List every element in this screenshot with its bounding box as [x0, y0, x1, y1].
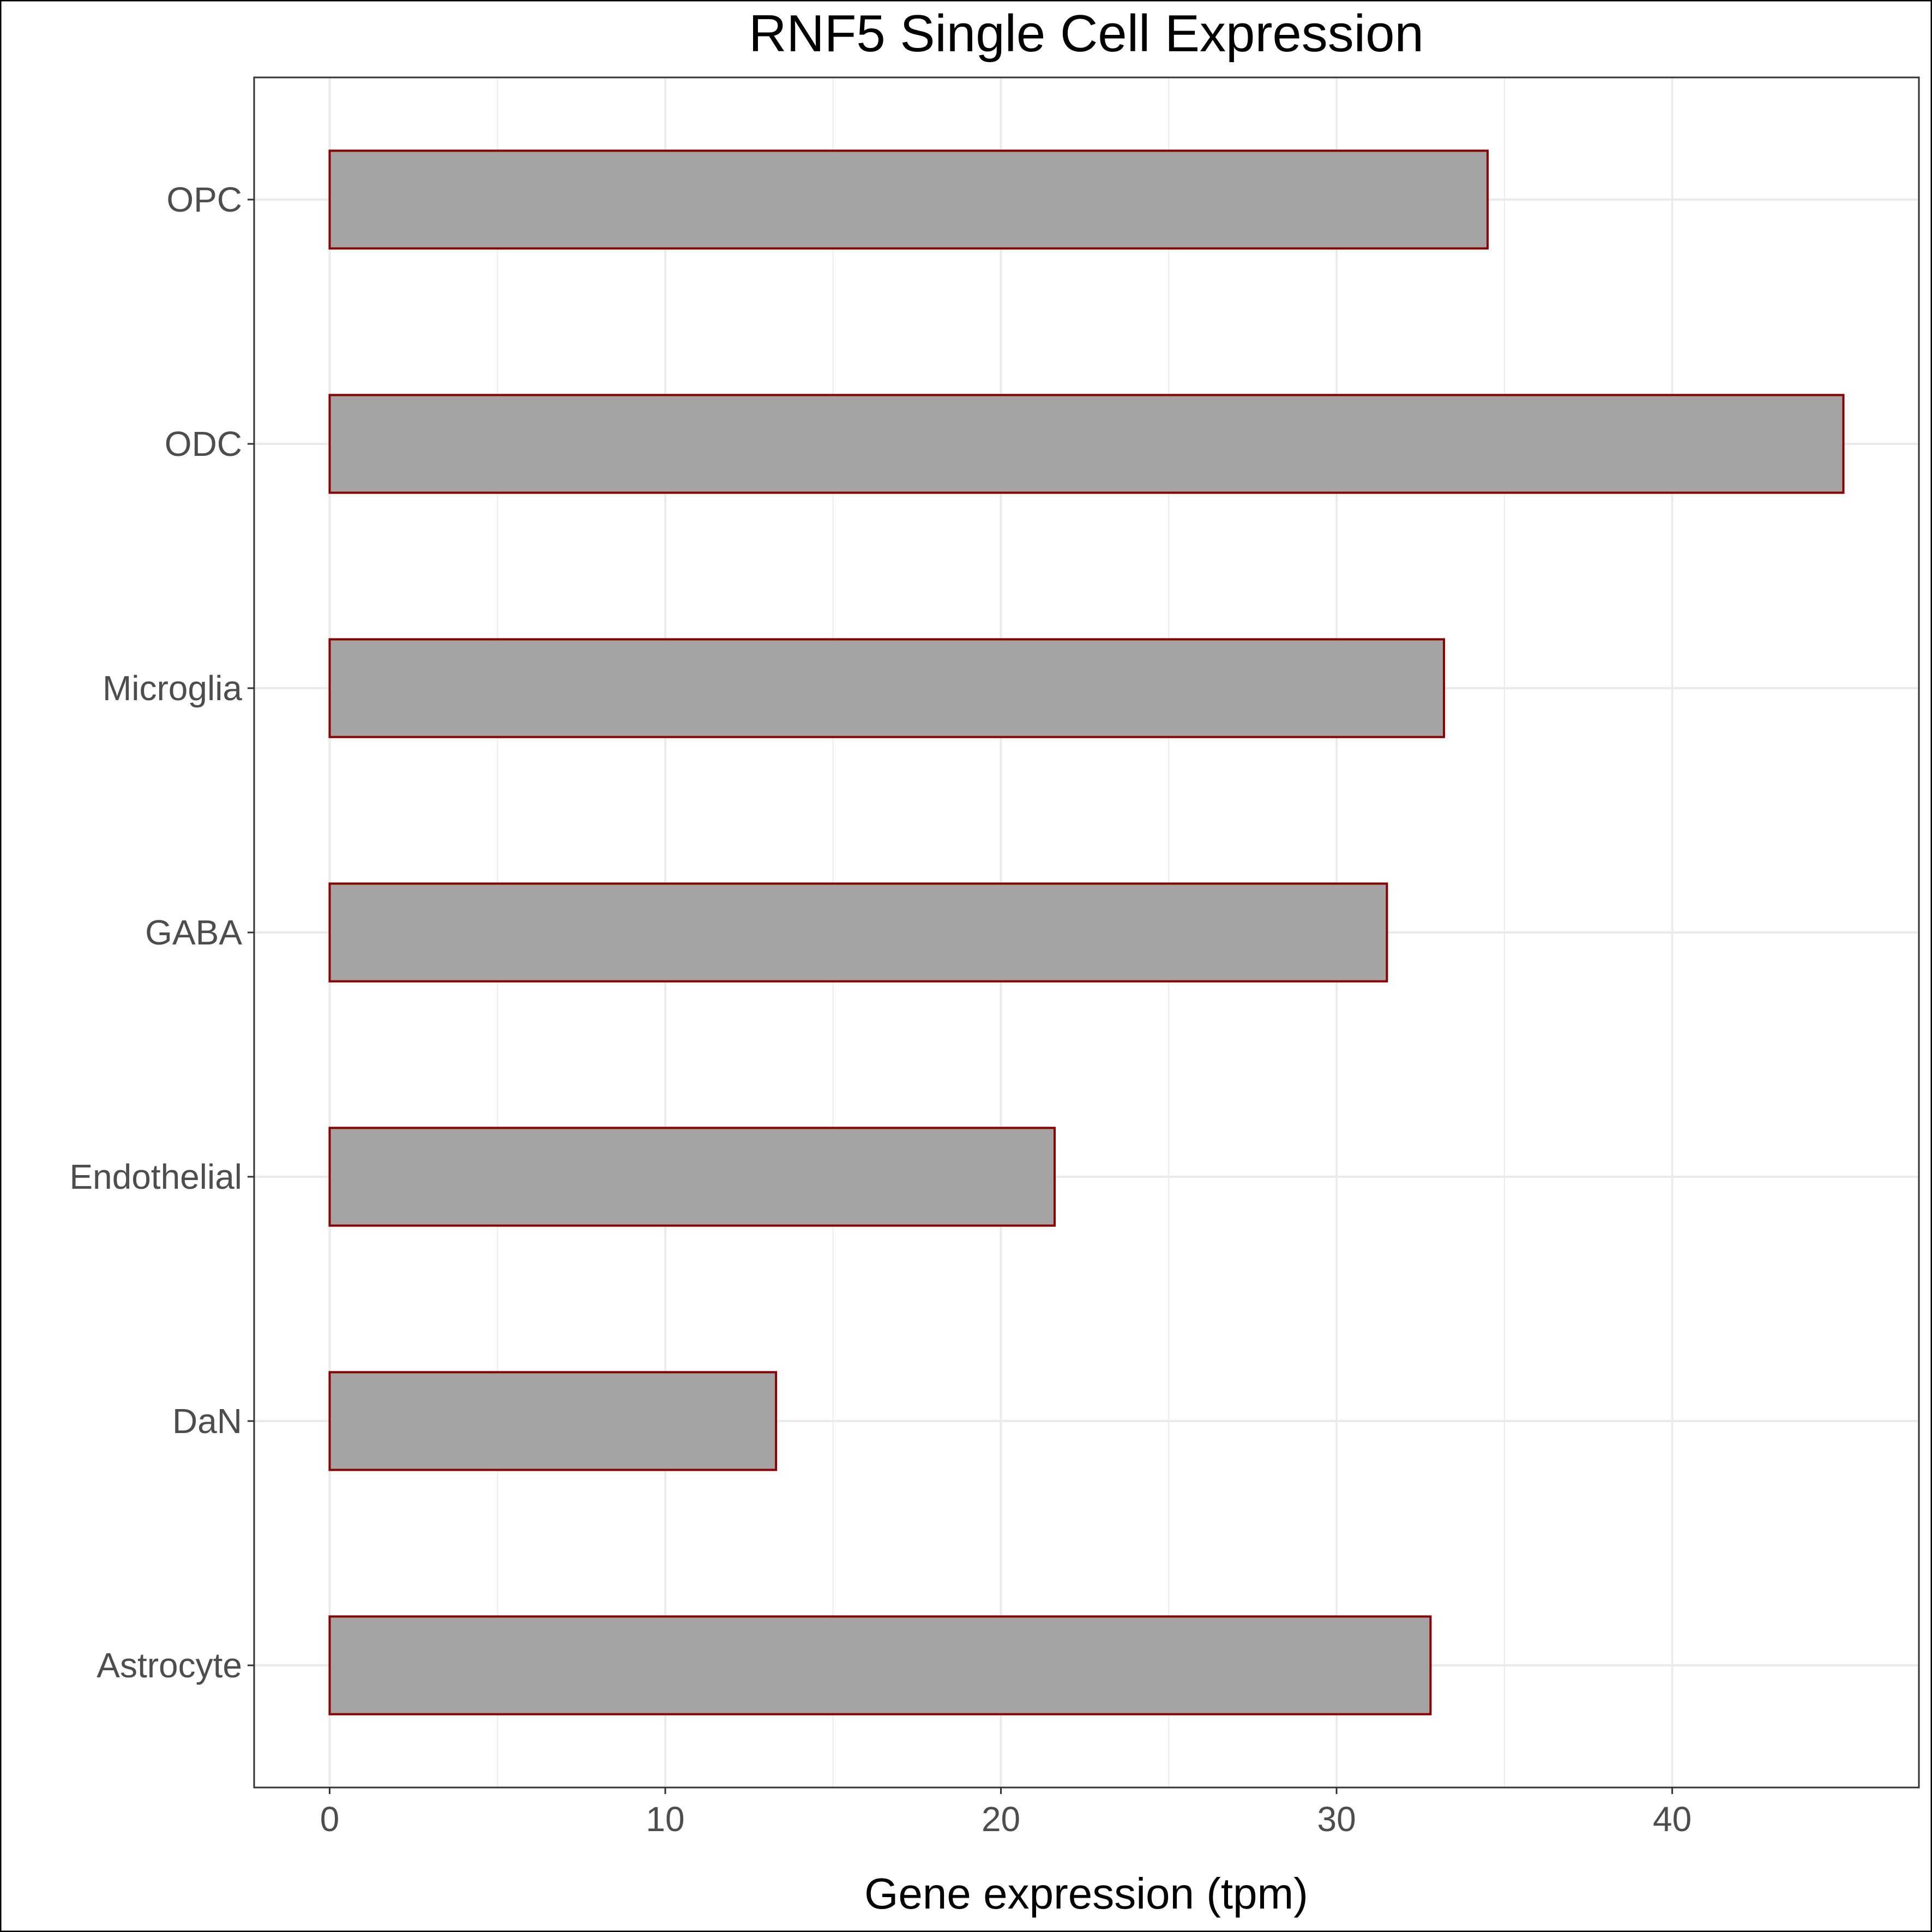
x-tick-label: 0	[320, 1799, 340, 1839]
x-tick-label: 30	[1317, 1799, 1356, 1839]
axis-ticks: Astrocyte DaN Endothelial GABA Microglia ODC O…	[69, 180, 1692, 1839]
y-tick-label: DaN	[172, 1401, 242, 1441]
y-tick-label: ODC	[165, 424, 242, 464]
bars	[328, 149, 1845, 1716]
x-axis-label: Gene expression (tpm)	[864, 1869, 1308, 1918]
bar-gaba	[328, 882, 1388, 983]
bar-microglia	[328, 638, 1446, 738]
x-tick-label: 40	[1653, 1799, 1692, 1839]
y-tick-label: Microglia	[103, 669, 242, 708]
x-tick-label: 10	[646, 1799, 684, 1839]
y-tick-label: OPC	[166, 180, 242, 219]
y-tick-label: GABA	[145, 913, 242, 952]
bar-dan	[328, 1371, 778, 1471]
x-tick-label: 20	[982, 1799, 1020, 1839]
bar-astrocyte	[328, 1615, 1432, 1716]
chart-title: RNF5 Single Cell Expression	[749, 4, 1424, 63]
bar-opc	[328, 149, 1489, 250]
y-tick-label: Astrocyte	[97, 1646, 242, 1685]
bar-odc	[328, 394, 1845, 494]
y-tick-label: Endothelial	[69, 1157, 242, 1196]
bar-endothelial	[328, 1127, 1056, 1227]
